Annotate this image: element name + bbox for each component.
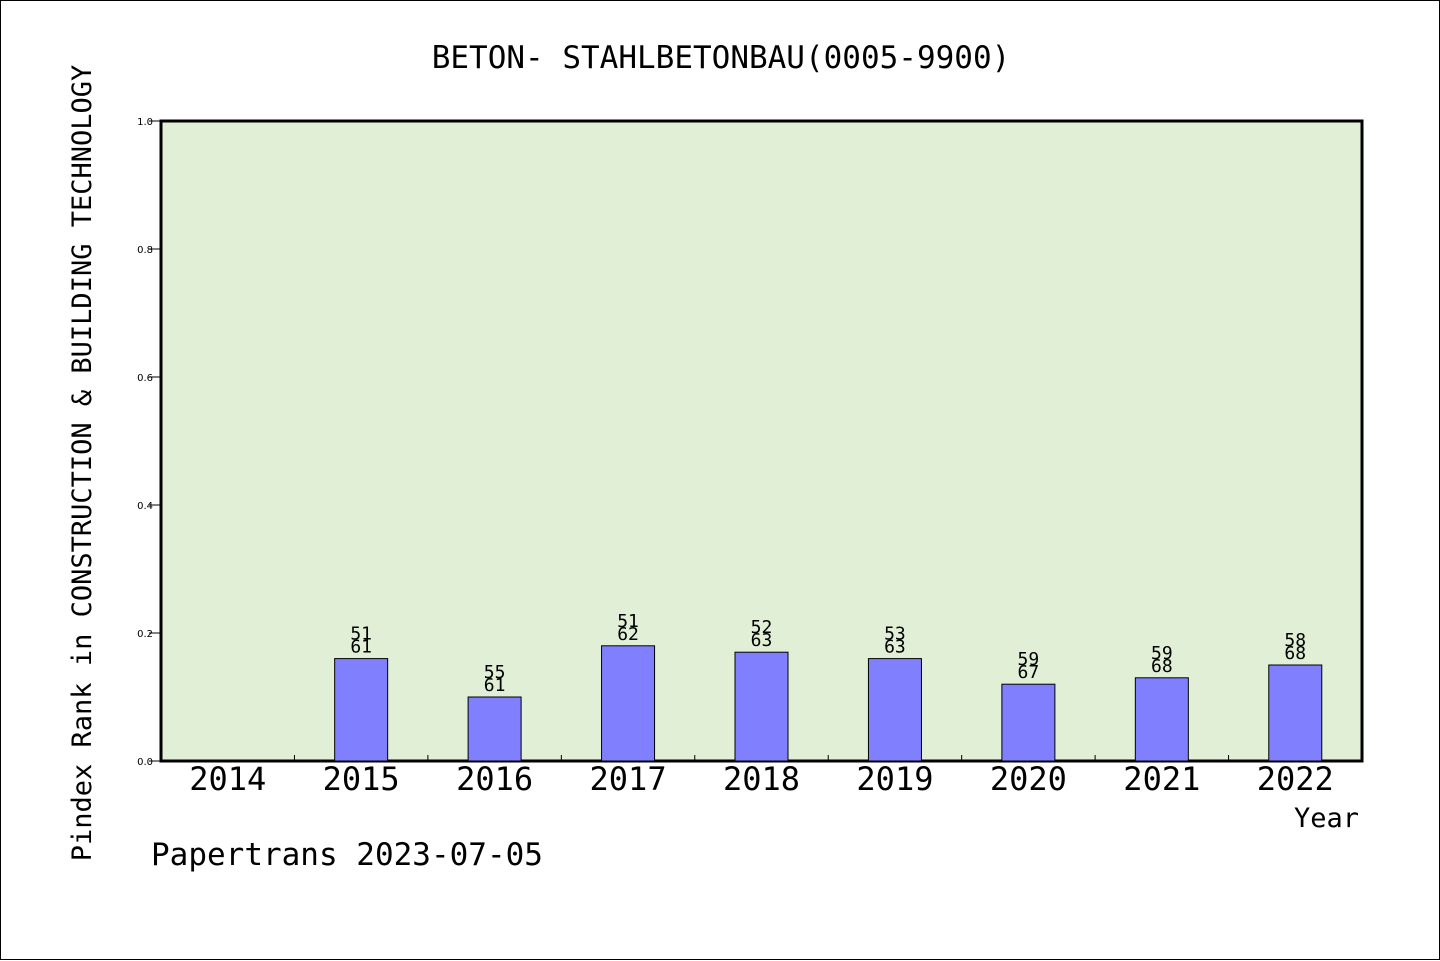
x-tick-label: 2019: [856, 760, 933, 798]
bar-label-bottom: 68: [1284, 643, 1306, 664]
y-tick-label: 0.8: [137, 245, 153, 256]
bar-label-top: 53: [884, 624, 906, 645]
footer-text: Papertrans 2023-07-05: [151, 837, 543, 873]
x-tick-label: 2014: [189, 760, 266, 798]
bar-label-top: 59: [1018, 649, 1040, 670]
y-axis-label: Pindex Rank in CONSTRUCTION & BUILDING T…: [67, 65, 98, 862]
bar-label-top: 51: [350, 624, 372, 645]
bar-2022: [1268, 664, 1323, 762]
bar-2019: [867, 658, 922, 762]
bar-label-top: 59: [1151, 643, 1173, 664]
bar-label-top: 52: [751, 617, 773, 638]
bar-label-top: 58: [1284, 630, 1306, 651]
x-tick-label: 2021: [1123, 760, 1200, 798]
chart-title: BETON- STAHLBETONBAU(0005-9900): [432, 40, 1011, 76]
y-tick-label: 0.2: [137, 629, 153, 640]
bar-label-bottom: 63: [751, 630, 773, 651]
x-tick-label: 2017: [590, 760, 667, 798]
bar-2020: [1001, 683, 1056, 762]
bar-label-bottom: 63: [884, 637, 906, 658]
y-axis: 0.0 0.2 0.4 0.6 0.8 1.0: [137, 117, 160, 768]
x-tick-label: 2022: [1257, 760, 1334, 798]
bar-2015: [334, 658, 389, 762]
bar-label-bottom: 61: [484, 675, 506, 696]
bar-2021: [1134, 677, 1189, 762]
x-tick-label: 2020: [990, 760, 1067, 798]
x-tick-label: 2015: [323, 760, 400, 798]
bar-2018: [734, 651, 789, 762]
y-tick-label: 0.6: [137, 373, 153, 384]
x-tick-label: 2018: [723, 760, 800, 798]
x-tick-label: 2016: [456, 760, 533, 798]
bar-label-top: 51: [617, 611, 639, 632]
y-tick-label: 1.0: [137, 117, 153, 128]
y-tick-label: 0.4: [137, 501, 153, 512]
bar-label-bottom: 68: [1151, 656, 1173, 677]
x-axis: 2014 2015 2016 2017 2018 2019 2020 2021 2022: [189, 755, 1334, 798]
bar-label-top: 55: [484, 662, 506, 683]
bar-label-bottom: 62: [617, 624, 639, 645]
x-axis-label: Year: [1294, 803, 1359, 834]
y-tick-label: 0.0: [137, 757, 153, 768]
bar-2017: [601, 645, 656, 762]
bar-label-bottom: 61: [350, 637, 372, 658]
bar-2016: [467, 696, 522, 762]
bar-label-bottom: 67: [1018, 662, 1040, 683]
